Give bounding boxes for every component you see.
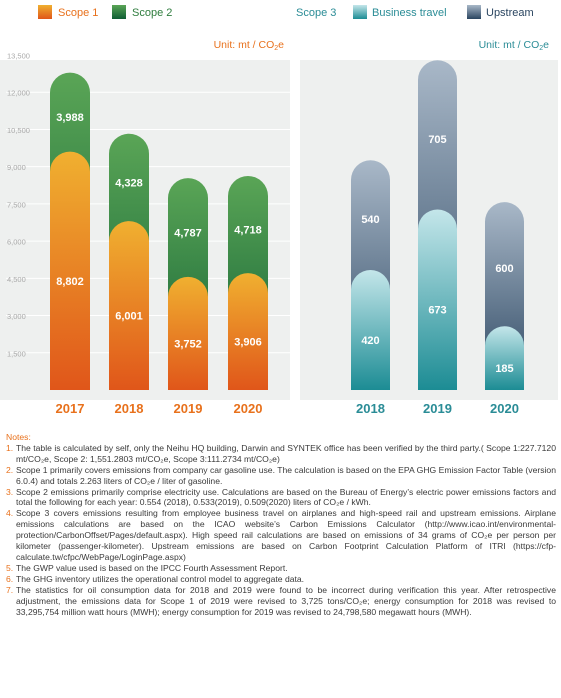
note-number: 6. (6, 573, 14, 584)
legend-label-upstream: Upstream (486, 7, 534, 19)
legend-label-business-travel: Business travel (372, 7, 447, 19)
notes-section: Notes: 1. The table is calculated by self… (6, 432, 556, 617)
note-number: 3. (6, 486, 14, 497)
data-label-scope2: 4,718 (234, 225, 262, 237)
legend-label-scope1: Scope 1 (58, 7, 98, 19)
data-label-upstream: 540 (361, 214, 379, 226)
note-item: 6. The GHG inventory utilizes the operati… (6, 574, 556, 585)
data-label-upstream: 600 (495, 263, 513, 275)
note-text: Scope 2 emissions primarily comprise ele… (16, 486, 556, 508)
note-item: 4. Scope 3 covers emissions resulting fro… (6, 508, 556, 563)
legend-swatch-upstream (467, 5, 481, 19)
y-tick-label: 13,500 (7, 52, 30, 61)
bar-scope1 (168, 276, 208, 390)
note-text: The statistics for oil consumption data … (16, 584, 556, 617)
bar-scope1 (228, 273, 268, 390)
x-tick-label: 2019 (174, 401, 203, 416)
note-number: 2. (6, 464, 14, 475)
note-item: 3. Scope 2 emissions primarily comprise e… (6, 487, 556, 509)
note-item: 5. The GWP value used is based on the IPC… (6, 563, 556, 574)
notes-title: Notes: (6, 432, 31, 442)
data-label-scope1: 8,802 (56, 276, 84, 288)
unit-label-left: Unit: mt / CO2e (214, 39, 285, 52)
x-tick-label: 2019 (423, 401, 452, 416)
data-label-upstream: 705 (428, 134, 446, 146)
legend-swatch-business-travel (353, 5, 367, 19)
notes-list: 1. The table is calculated by self, only … (6, 443, 556, 618)
y-tick-label: 12,000 (7, 89, 30, 98)
bar-scope1 (109, 221, 149, 390)
data-label-business-travel: 673 (428, 304, 446, 316)
unit-label-right: Unit: mt / CO2e (479, 39, 550, 52)
note-text: The table is calculated by self, only th… (16, 442, 556, 464)
y-tick-label: 3,000 (7, 312, 26, 321)
y-tick-label: 6,000 (7, 238, 26, 247)
data-label-scope2: 4,328 (115, 177, 143, 189)
y-tick-label: 10,500 (7, 126, 30, 135)
note-text: Scope 3 covers emissions resulting from … (16, 508, 556, 562)
y-tick-label: 7,500 (7, 200, 26, 209)
note-text: The GHG inventory utilizes the operation… (16, 573, 305, 584)
x-tick-label: 2020 (490, 401, 519, 416)
note-number: 7. (6, 584, 14, 595)
note-item: 7. The statistics for oil consumption dat… (6, 585, 556, 618)
data-label-scope2: 4,787 (174, 228, 202, 240)
data-label-scope1: 3,752 (174, 338, 202, 350)
data-label-scope2: 3,988 (56, 112, 84, 124)
note-item: 2. Scope 1 primarily covers emissions fro… (6, 465, 556, 487)
bar-scope1 (50, 151, 90, 390)
note-text: The GWP value used is based on the IPCC … (16, 562, 288, 573)
note-number: 1. (6, 442, 14, 453)
x-tick-label: 2020 (234, 401, 263, 416)
x-tick-label: 2018 (356, 401, 385, 416)
legend-swatch-scope2 (112, 5, 126, 19)
note-number: 4. (6, 508, 14, 519)
note-number: 5. (6, 562, 14, 573)
y-tick-label: 9,000 (7, 163, 26, 172)
bar-business-travel (418, 209, 457, 390)
bars-left: 3,988 8,802 2017 4,328 6,001 2018 4,787 3,752 20… (50, 72, 268, 416)
note-item: 1. The table is calculated by self, only … (6, 443, 556, 465)
data-label-scope1: 3,906 (234, 337, 262, 349)
x-tick-label: 2018 (115, 401, 144, 416)
y-tick-label: 4,500 (7, 275, 26, 284)
bar-business-travel (485, 326, 524, 390)
legend-left: Scope 1 Scope 2 (38, 5, 172, 19)
note-text: Scope 1 primarily covers emissions from … (16, 464, 556, 486)
bars-right: 540 420 2018 705 673 2019 600 185 2020 (351, 60, 524, 416)
emissions-charts: Scope 1 Scope 2 Scope 3 Business travel … (0, 5, 558, 416)
x-tick-label: 2017 (56, 401, 85, 416)
y-tick-label: 1,500 (7, 349, 26, 358)
legend-prefix-scope3: Scope 3 (296, 7, 336, 19)
data-label-scope1: 6,001 (115, 311, 143, 323)
bar-business-travel (351, 270, 390, 390)
legend-swatch-scope1 (38, 5, 52, 19)
legend-label-scope2: Scope 2 (132, 7, 172, 19)
legend-right: Scope 3 Business travel Upstream (296, 5, 534, 19)
data-label-business-travel: 420 (361, 335, 379, 347)
data-label-business-travel: 185 (495, 363, 513, 375)
